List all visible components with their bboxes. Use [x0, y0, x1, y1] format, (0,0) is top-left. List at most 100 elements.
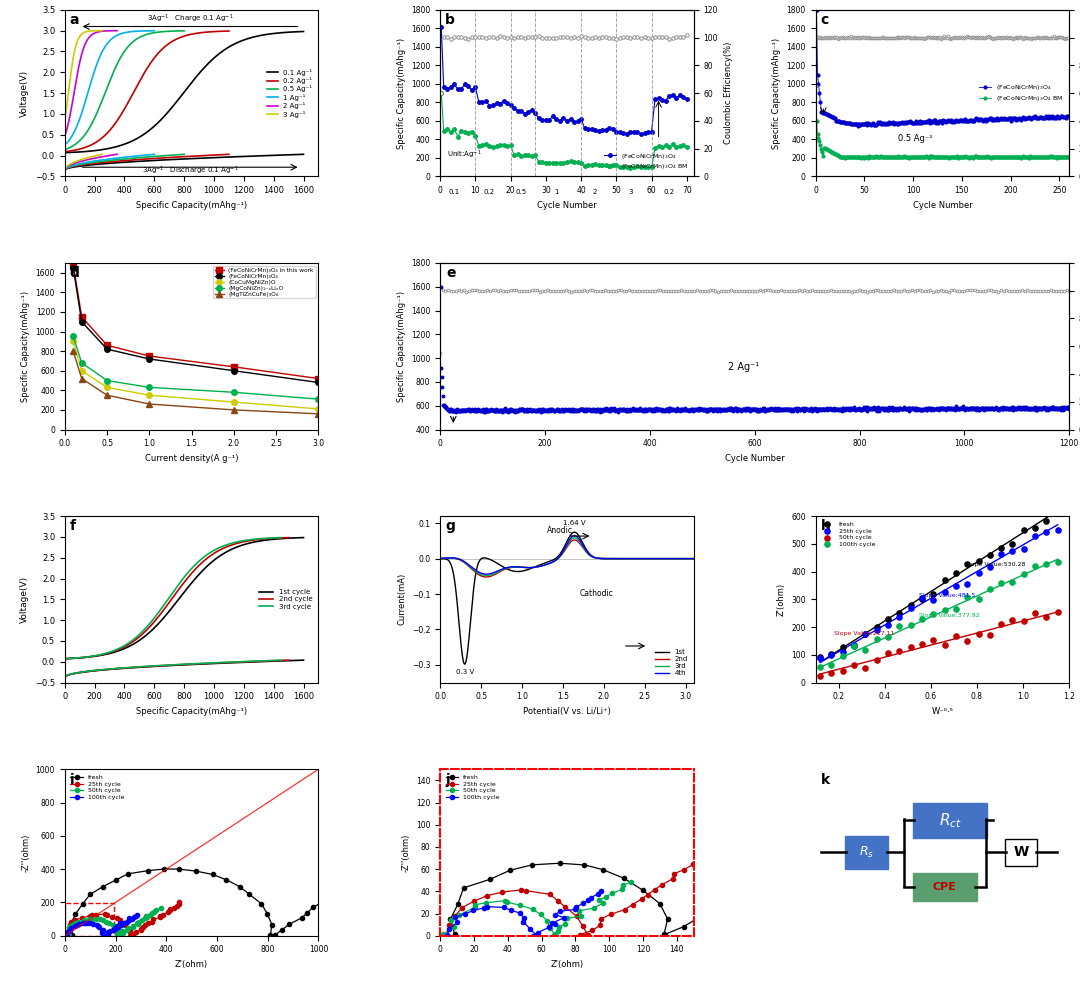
50th cycle	[445, 914, 458, 926]
100th cycle	[856, 641, 874, 657]
100th cycle	[577, 897, 590, 909]
fresh	[970, 554, 987, 569]
1 Ag⁻¹	[58, 139, 71, 151]
50th cycle	[575, 910, 588, 922]
50th cycle	[498, 894, 511, 906]
Legend: 1st, 2nd, 3rd, 4th: 1st, 2nd, 3rd, 4th	[652, 646, 690, 679]
100th cycle	[891, 619, 908, 634]
Text: 3Ag$^{-1}$   Charge 0.1 Ag$^{-1}$: 3Ag$^{-1}$ Charge 0.1 Ag$^{-1}$	[147, 13, 233, 25]
4th	[568, 530, 581, 542]
100th cycle	[108, 923, 121, 935]
(FeCoNiCrMn)$_3$O$_4$ BM	[441, 123, 454, 135]
(FeCoNiCrMn)$_3$O$_4$ BM	[670, 141, 683, 153]
Text: 2 Ag⁻¹: 2 Ag⁻¹	[729, 362, 759, 372]
50th cycle	[543, 922, 556, 934]
fresh	[451, 898, 464, 910]
50th cycle	[116, 925, 129, 937]
50th cycle	[96, 915, 109, 927]
(FeCoNiCrMn)$_3$O$_4$	[1062, 110, 1075, 122]
(FeCoNiCrMn)₃O₄	[312, 376, 325, 388]
25th cycle	[573, 929, 586, 941]
0.1 Ag⁻¹	[201, 59, 214, 71]
100th cycle	[63, 926, 76, 938]
25th cycle	[936, 584, 954, 600]
50th cycle	[133, 916, 146, 928]
fresh	[414, 833, 427, 845]
(FeCoNiCrMn)$_3$O$_4$	[504, 98, 517, 110]
fresh	[677, 921, 690, 933]
100th cycle	[60, 930, 73, 942]
100th cycle	[545, 917, 558, 929]
2nd	[687, 553, 700, 564]
100th cycle	[542, 922, 555, 934]
FancyBboxPatch shape	[914, 803, 987, 838]
fresh	[737, 880, 750, 891]
25th cycle	[171, 899, 184, 911]
fresh	[811, 649, 828, 665]
fresh	[83, 888, 96, 900]
Text: Slope Value:377.92: Slope Value:377.92	[919, 614, 980, 619]
fresh	[692, 911, 705, 923]
1st cycle	[201, 560, 214, 572]
25th cycle	[117, 917, 130, 929]
fresh	[351, 874, 364, 886]
50th cycle	[879, 645, 896, 661]
fresh	[275, 924, 288, 936]
Text: d: d	[70, 266, 80, 281]
3rd	[687, 553, 700, 564]
fresh	[255, 898, 268, 910]
Line: (FeCoNiCrMn)₃O₄ in this work: (FeCoNiCrMn)₃O₄ in this work	[70, 262, 321, 381]
Text: i: i	[70, 772, 75, 787]
fresh	[243, 888, 256, 900]
fresh	[323, 889, 336, 901]
0.5 Ag⁻¹	[157, 26, 170, 37]
50th cycle	[541, 915, 554, 927]
4th	[499, 562, 512, 574]
FancyBboxPatch shape	[1004, 839, 1038, 866]
0.5 Ag⁻¹	[114, 50, 127, 62]
Text: Slope Value:217.11: Slope Value:217.11	[834, 631, 894, 636]
100th cycle	[130, 910, 143, 922]
100th cycle	[524, 923, 537, 935]
100th cycle	[70, 919, 83, 931]
50th cycle	[112, 921, 125, 933]
(FeCoNiCrMn)$_3$O$_4$ BM	[680, 142, 693, 154]
25th cycle	[147, 913, 160, 925]
fresh	[121, 868, 134, 880]
fresh	[295, 912, 308, 924]
25th cycle	[119, 919, 132, 931]
fresh	[189, 865, 202, 877]
2nd	[434, 553, 447, 564]
(FeCoNiCrMn)$_3$O$_4$ BM	[915, 151, 928, 163]
3rd cycle	[274, 532, 287, 544]
Y-axis label: Coulombic Efficiency(%): Coulombic Efficiency(%)	[724, 42, 732, 144]
fresh	[729, 887, 742, 899]
100th cycle	[450, 916, 463, 928]
25th cycle	[558, 901, 571, 913]
2 Ag⁻¹	[83, 31, 96, 42]
3rd	[584, 550, 597, 561]
50th cycle	[599, 891, 612, 903]
(FeCoNiCrMn)$_3$O$_4$	[846, 118, 859, 130]
fresh	[233, 881, 246, 892]
2 Ag⁻¹	[109, 25, 122, 36]
25th cycle	[543, 888, 556, 900]
100th cycle	[441, 929, 454, 941]
Text: W: W	[1013, 845, 1028, 860]
100th cycle	[993, 575, 1010, 591]
fresh	[342, 880, 355, 891]
100th cycle	[118, 917, 131, 929]
1st	[625, 553, 638, 564]
25th cycle	[126, 929, 139, 941]
0.1 Ag⁻¹	[58, 147, 71, 159]
2nd cycle	[191, 560, 204, 572]
fresh	[266, 919, 279, 931]
(MgTiZnCuFe)₃O₄	[100, 389, 113, 401]
fresh	[526, 859, 539, 871]
fresh	[269, 929, 282, 941]
25th cycle	[90, 909, 103, 921]
(FeCoNiCrMn)$_3$O$_4$ BM	[1051, 151, 1064, 163]
25th cycle	[167, 901, 180, 913]
fresh	[362, 868, 375, 880]
25th cycle	[98, 908, 111, 920]
